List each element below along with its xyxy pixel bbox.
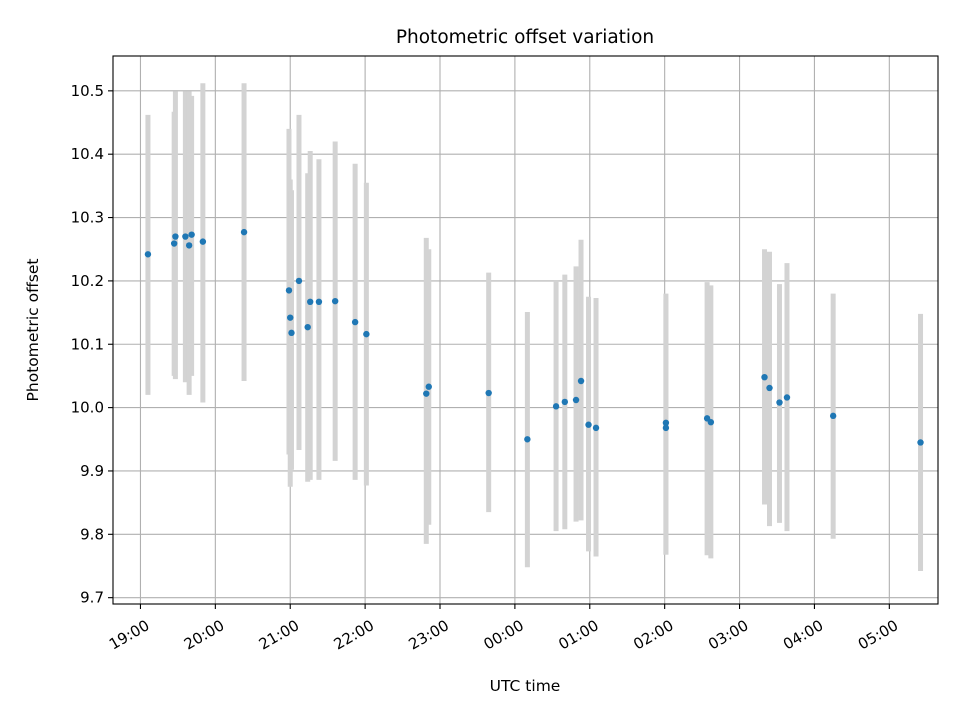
y-tick-label: 10.3 xyxy=(71,209,104,227)
data-point xyxy=(552,403,560,410)
data-point xyxy=(423,390,430,397)
data-point xyxy=(240,228,248,236)
data-point xyxy=(485,389,492,397)
data-point xyxy=(295,277,303,285)
y-tick-label: 9.9 xyxy=(80,462,104,480)
data-point xyxy=(761,373,768,381)
data-point xyxy=(577,377,585,385)
data-point xyxy=(285,287,293,294)
data-point xyxy=(315,298,323,306)
data-point xyxy=(351,318,359,326)
data-point xyxy=(829,412,837,420)
y-tick-label: 10.2 xyxy=(71,272,104,290)
y-tick-label: 10.5 xyxy=(71,82,104,100)
data-point xyxy=(783,394,791,401)
y-tick-label: 9.7 xyxy=(80,589,104,607)
data-point xyxy=(199,238,207,245)
data-point xyxy=(188,231,195,238)
data-point xyxy=(561,398,569,406)
data-point xyxy=(707,418,715,426)
data-point xyxy=(592,424,600,432)
data-point xyxy=(182,233,189,240)
plot-frame xyxy=(112,55,939,605)
data-point xyxy=(766,384,773,392)
y-tick-label: 10.1 xyxy=(71,335,104,353)
data-point xyxy=(185,242,193,249)
data-point xyxy=(425,383,432,390)
data-point xyxy=(585,421,592,428)
data-point xyxy=(363,330,370,338)
data-point xyxy=(572,396,580,404)
data-point xyxy=(304,323,311,331)
y-tick-label: 9.8 xyxy=(80,525,104,543)
data-points xyxy=(144,228,924,446)
y-axis-ticks: 9.7 9.8 9.9 10.0 10.1 10.2 10.3 10.4 10.5 xyxy=(71,82,113,607)
y-tick-label: 10.0 xyxy=(71,399,104,417)
x-axis-label: UTC time xyxy=(490,677,561,695)
y-tick-label: 10.4 xyxy=(71,145,104,163)
data-point xyxy=(662,419,670,427)
data-point xyxy=(524,436,531,443)
data-point xyxy=(307,298,314,306)
data-point xyxy=(288,329,295,337)
data-point xyxy=(917,439,924,446)
data-point xyxy=(776,399,783,406)
data-point xyxy=(170,240,178,247)
chart-title: Photometric offset variation xyxy=(396,27,654,48)
data-point xyxy=(287,314,294,321)
data-point xyxy=(144,251,152,258)
data-point xyxy=(172,233,179,240)
data-point xyxy=(331,297,339,305)
y-axis-label: Photometric offset xyxy=(24,259,42,402)
data-point xyxy=(662,424,670,432)
